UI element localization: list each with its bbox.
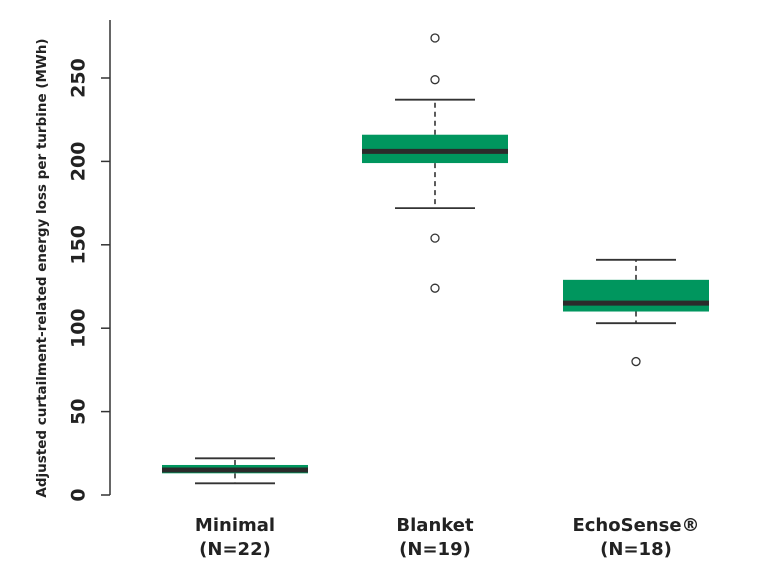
y-axis-label: Adjusted curtailment-related energy loss… [34, 38, 50, 497]
boxes [162, 33, 709, 485]
box-0 [162, 457, 308, 485]
category-n-label: (N=18) [600, 539, 672, 560]
category-label: Blanket [396, 515, 474, 536]
y-tick-label: 250 [68, 58, 90, 98]
category-label: EchoSense® [572, 515, 699, 536]
box-2 [563, 258, 709, 367]
y-axis-ticks: 0 50 100 150 200 250 [68, 58, 110, 502]
y-tick-label: 50 [68, 398, 90, 424]
category-n-label: (N=22) [199, 539, 271, 560]
outlier-point [430, 75, 440, 85]
y-tick-label: 100 [68, 308, 90, 348]
outlier-point [430, 233, 440, 243]
y-tick-label: 150 [68, 225, 90, 265]
iqr-box [563, 279, 709, 312]
box-1 [362, 33, 508, 293]
outlier-point [631, 356, 641, 367]
outlier-point [430, 283, 440, 293]
y-tick-label: 0 [68, 488, 90, 501]
iqr-box [362, 134, 508, 164]
category-label: Minimal [195, 515, 275, 536]
category-n-label: (N=19) [399, 539, 471, 560]
outlier-point [430, 33, 440, 43]
category-labels: Minimal (N=22) Blanket (N=19) EchoSense® (N=1… [195, 515, 700, 560]
y-tick-label: 200 [68, 142, 90, 182]
